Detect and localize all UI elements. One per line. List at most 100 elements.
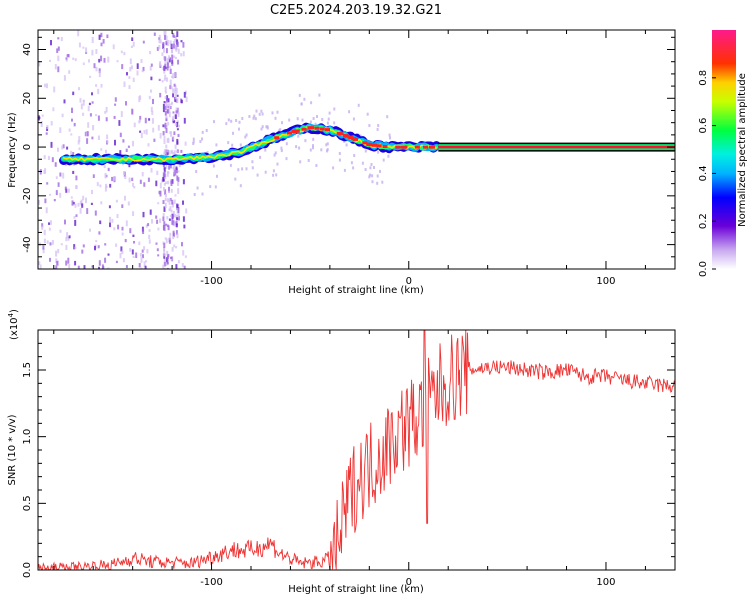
noise-speck [62, 172, 65, 179]
y-tick-label: 0 [22, 144, 33, 150]
noise-speck [176, 138, 179, 145]
noise-speck [100, 201, 103, 205]
noise-speck [114, 103, 117, 106]
noise-speck [171, 60, 174, 64]
noise-speck [105, 117, 108, 122]
noise-speck [159, 218, 162, 223]
noise-speck [114, 176, 117, 181]
noise-speck [167, 98, 170, 103]
noise-speck [370, 163, 373, 166]
noise-speck [164, 202, 167, 208]
noise-speck [74, 246, 77, 249]
noise-speck [264, 148, 267, 152]
noise-speck [163, 183, 166, 186]
noise-speck [199, 140, 202, 143]
noise-speck [144, 265, 147, 269]
y-tick-label: 40 [22, 43, 33, 56]
noise-speck [121, 250, 124, 255]
noise-speck [175, 220, 178, 226]
noise-speck [169, 236, 172, 240]
noise-speck [238, 127, 240, 131]
noise-speck [140, 267, 143, 269]
noise-speck [165, 149, 167, 156]
ridge-peak [319, 127, 325, 131]
noise-speck [40, 121, 43, 127]
noise-speck [253, 114, 256, 118]
ridge-peak [309, 126, 315, 130]
noise-speck [376, 127, 379, 131]
noise-speck [165, 91, 167, 94]
noise-speck [174, 44, 177, 50]
noise-speck [123, 81, 126, 87]
noise-speck [86, 208, 89, 214]
noise-speck [167, 225, 170, 231]
noise-speck [63, 75, 66, 81]
noise-speck [105, 183, 107, 188]
noise-speck [71, 118, 73, 122]
noise-speck [57, 66, 60, 73]
noise-speck [77, 30, 80, 37]
noise-speck [206, 151, 209, 155]
noise-speck [239, 184, 242, 188]
noise-speck [166, 66, 169, 71]
noise-speck [280, 149, 283, 153]
noise-speck [163, 48, 165, 53]
noise-speck [201, 137, 203, 141]
noise-speck [66, 146, 69, 150]
noise-speck [162, 124, 165, 128]
noise-speck [173, 131, 176, 135]
noise-speck [91, 265, 94, 268]
noise-speck [176, 233, 179, 239]
noise-speck [165, 127, 168, 133]
noise-speck [261, 125, 264, 129]
noise-speck [159, 61, 162, 66]
noise-speck [166, 97, 169, 103]
noise-speck [183, 224, 186, 229]
noise-speck [158, 78, 161, 81]
noise-speck [332, 166, 335, 170]
noise-speck [81, 203, 84, 208]
noise-speck [172, 220, 175, 226]
noise-speck [196, 186, 199, 190]
noise-speck [175, 264, 178, 269]
noise-speck [162, 103, 165, 110]
noise-speck [65, 59, 68, 62]
noise-speck [59, 172, 62, 177]
noise-speck [82, 99, 85, 106]
spectrogram-panel: -100 0 100 -40 -20 0 20 40 Height of straight l… [7, 29, 676, 296]
noise-speck [71, 107, 73, 113]
noise-speck [45, 207, 48, 214]
noise-speck [120, 111, 123, 117]
noise-speck [177, 188, 180, 194]
y-tick-label: -40 [22, 236, 33, 252]
noise-speck [164, 189, 167, 195]
noise-speck [326, 148, 329, 152]
noise-speck [174, 123, 177, 126]
noise-speck [182, 216, 185, 222]
noise-speck [170, 209, 173, 213]
noise-speck [259, 155, 262, 159]
noise-speck [172, 116, 174, 121]
noise-speck [109, 216, 112, 223]
noise-speck [79, 207, 82, 214]
noise-speck [316, 115, 318, 118]
noise-speck [72, 170, 75, 174]
noise-speck [377, 124, 380, 127]
noise-speck [78, 42, 81, 48]
noise-speck [328, 111, 331, 115]
noise-speck [140, 132, 143, 139]
noise-speck [326, 142, 329, 146]
noise-speck [155, 180, 158, 187]
noise-speck [121, 204, 124, 208]
noise-speck [82, 46, 85, 49]
noise-speck [183, 117, 186, 124]
spectrogram-axes: -100 0 100 -40 -20 0 20 40 [22, 30, 675, 287]
noise-speck [173, 120, 176, 123]
ridge-peak [347, 135, 353, 139]
ridge-band [62, 126, 438, 162]
noise-speck [87, 105, 90, 112]
noise-speck [52, 107, 55, 112]
noise-speck [171, 62, 174, 66]
noise-speck [171, 150, 173, 153]
noise-speck [163, 225, 166, 231]
